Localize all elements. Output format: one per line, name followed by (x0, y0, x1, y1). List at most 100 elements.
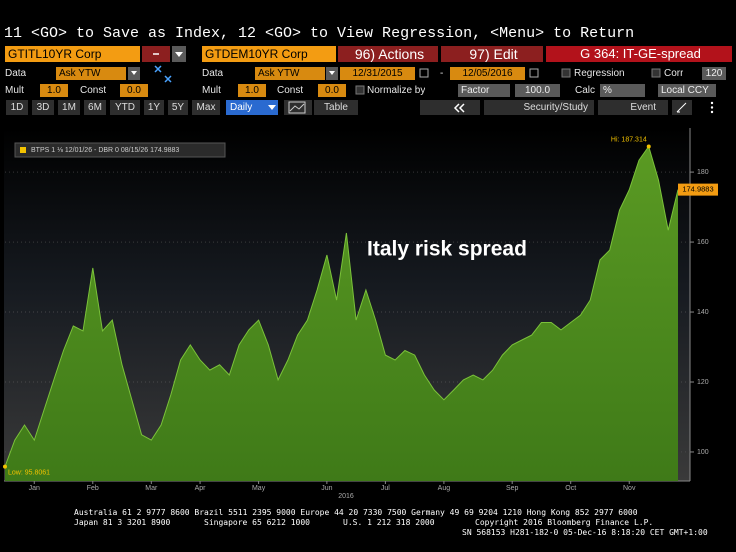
x-tick-label: Nov (623, 485, 636, 492)
const-field[interactable]: 0.0 (318, 84, 346, 97)
x-tick-label: Oct (565, 485, 576, 492)
row-4-icons (268, 100, 714, 115)
legend-box (14, 142, 226, 158)
checkbox[interactable] (651, 68, 661, 78)
const-field[interactable]: 0.0 (120, 84, 148, 97)
x-tick-label: May (252, 485, 266, 492)
back-icon (453, 103, 465, 113)
last-value-label: 174.9883 (682, 185, 713, 194)
x-tick-label: Jan (29, 485, 40, 492)
range-separator: - (440, 68, 444, 79)
footer-copyright: Copyright 2016 Bloomberg Finance L.P. (475, 518, 654, 527)
footer-contact: Japan 81 3 3201 8900 (74, 518, 171, 527)
const-label: Const (277, 85, 304, 96)
legend-label: BTPS 1 ⅛ 12/01/26 - DBR 0 08/15/26 174.9… (31, 147, 179, 154)
data-label: Data (5, 68, 27, 79)
area-line (4, 145, 679, 467)
calc-label: Calc (575, 85, 596, 96)
calc-field[interactable]: % (600, 84, 645, 97)
y-tick-label: 100 (697, 449, 709, 456)
area-fill (5, 146, 678, 481)
normalize-option[interactable]: Normalize by (367, 85, 426, 96)
regression-option[interactable]: Regression (574, 68, 625, 79)
period-button[interactable]: 3D (32, 100, 54, 115)
period-button[interactable]: Max (192, 100, 220, 115)
x-tick-label: Jun (321, 485, 332, 492)
frequency-menu[interactable]: Daily (226, 100, 278, 115)
y-tick-label: 120 (697, 379, 709, 386)
dropdown-arrow (329, 71, 335, 75)
chart-icon (288, 101, 306, 114)
x-tick-label: Aug (438, 485, 451, 492)
checkbox[interactable] (355, 85, 365, 95)
pencil-icon (676, 102, 687, 113)
dropdown-arrow (175, 52, 183, 57)
start-date[interactable]: 12/31/2015 (340, 67, 415, 80)
legend-swatch (20, 147, 26, 153)
low-point (3, 464, 7, 469)
row-icons (128, 65, 661, 95)
data-field[interactable]: Ask YTW (255, 67, 325, 80)
menu-dot[interactable] (710, 101, 714, 105)
checkbox[interactable] (561, 68, 571, 78)
footer-contact: Singapore 65 6212 1000 (204, 518, 310, 527)
x-tick-label: Apr (195, 485, 207, 492)
period-button[interactable]: YTD (110, 100, 140, 115)
factor-field[interactable]: 100.0 (515, 84, 560, 97)
data-label: Data (202, 68, 224, 79)
y-tick-label: 160 (697, 239, 709, 246)
x-tick-label: Jul (381, 485, 390, 492)
period-button[interactable]: 5Y (168, 100, 188, 115)
security-2-ticker[interactable]: GTDEM10YR Corp (202, 46, 336, 62)
mult-label: Mult (5, 85, 24, 96)
swap-icon[interactable] (154, 65, 172, 83)
period-button[interactable]: 1Y (144, 100, 164, 115)
command-line: 11 <GO> to Save as Index, 12 <GO> to Vie… (4, 25, 635, 42)
last-value-box (678, 183, 718, 196)
period-button[interactable]: 6M (84, 100, 106, 115)
period-button[interactable]: 1D (6, 100, 28, 115)
footer-contact: U.S. 1 212 318 2000 (343, 518, 435, 527)
low-annotation: Low: 95.8061 (8, 469, 50, 476)
actions-menu[interactable]: 96) Actions (338, 46, 438, 62)
x-tick-label: Sep (506, 485, 519, 492)
const-label: Const (80, 85, 107, 96)
corr-option[interactable]: Corr (664, 68, 684, 79)
corr-window[interactable]: 120 (702, 67, 726, 80)
menu-dot (710, 106, 714, 109)
menu-dot (710, 110, 714, 114)
mult-field[interactable]: 1.0 (40, 84, 68, 97)
chart: 100 120 140 160 180 Jan Feb Mar Apr May Jun Jul Aug S… (3, 128, 718, 500)
y-tick-label: 140 (697, 309, 709, 316)
calendar-icon[interactable] (419, 68, 429, 78)
function-name: G 364: IT-GE-spread (546, 46, 732, 62)
back-button[interactable] (420, 100, 480, 115)
end-date[interactable]: 12/05/2016 (450, 67, 525, 80)
chart-title: Italy risk spread (367, 238, 527, 261)
high-annotation: Hi: 187.314 (611, 136, 647, 143)
footer-contacts: Australia 61 2 9777 8600 Brazil 5511 239… (74, 508, 638, 517)
high-point (646, 144, 651, 149)
edit-menu[interactable]: 97) Edit (441, 46, 543, 62)
security-1-ticker[interactable]: GTITL10YR Corp (5, 46, 140, 62)
x-group-label: 2016 (338, 493, 354, 500)
mult-label: Mult (202, 85, 221, 96)
period-button[interactable]: 1M (58, 100, 80, 115)
x-tick-label: Mar (145, 485, 158, 492)
currency-field[interactable]: Local CCY (658, 84, 716, 97)
security-toggle[interactable] (142, 46, 186, 62)
dropdown-arrow (268, 105, 276, 110)
dropdown-arrow (131, 71, 137, 75)
normalize-method[interactable]: Factor (458, 84, 510, 97)
chart-icon-line (289, 103, 305, 112)
event-button[interactable]: Event (598, 100, 668, 115)
footer-session: SN 568153 H281-182-0 05-Dec-16 8:18:20 C… (462, 528, 708, 537)
mult-field[interactable]: 1.0 (238, 84, 266, 97)
data-field[interactable]: Ask YTW (56, 67, 126, 80)
y-tick-label: 180 (697, 169, 709, 176)
calendar-icon[interactable] (529, 68, 539, 78)
x-tick-label: Feb (87, 485, 99, 492)
table-button[interactable]: Table (314, 100, 358, 115)
security-study-button[interactable]: Security/Study (484, 100, 594, 115)
